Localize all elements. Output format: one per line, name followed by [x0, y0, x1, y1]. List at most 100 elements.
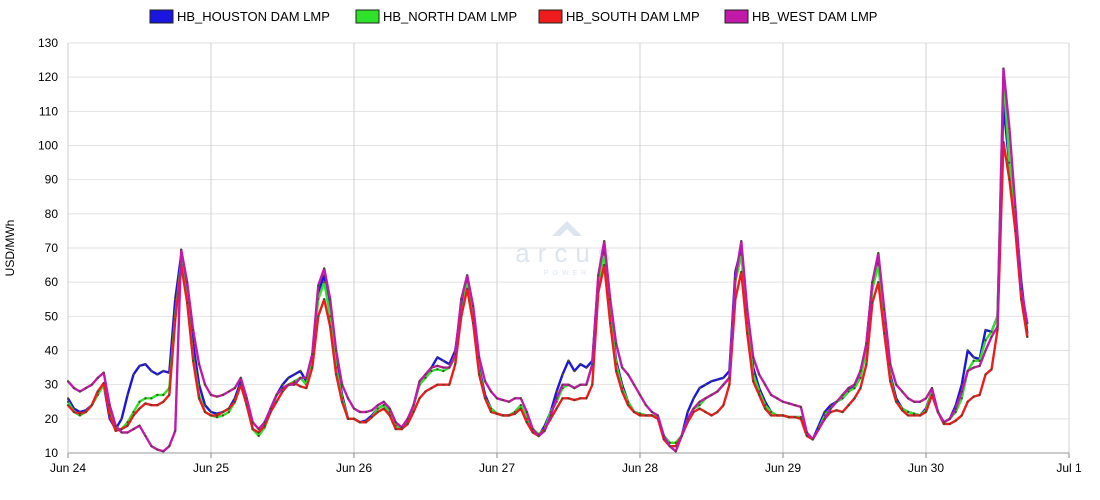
data-point: [400, 426, 403, 429]
data-point: [585, 383, 588, 386]
data-point: [203, 410, 207, 414]
data-point: [907, 397, 910, 400]
data-point: [924, 397, 928, 400]
data-point: [895, 383, 898, 386]
data-point: [877, 281, 880, 284]
legend-item[interactable]: HB_SOUTH DAM LMP: [538, 9, 700, 24]
data-point: [710, 414, 713, 417]
data-point: [281, 390, 284, 393]
data-point: [436, 364, 439, 367]
data-point: [275, 400, 278, 403]
data-point: [555, 397, 558, 400]
data-point: [120, 427, 123, 431]
series-lines: [66, 67, 1029, 453]
data-point: [227, 407, 230, 410]
data-point: [174, 429, 177, 432]
data-point: [984, 349, 987, 352]
data-point: [186, 281, 189, 284]
legend-item[interactable]: HB_WEST DAM LMP: [724, 9, 877, 24]
data-point: [841, 393, 844, 397]
y-tick-label: 60: [45, 275, 59, 289]
data-point: [114, 424, 117, 427]
data-point: [996, 325, 999, 328]
data-point: [442, 369, 445, 373]
data-point: [162, 450, 165, 453]
data-point: [555, 390, 558, 393]
data-point: [859, 386, 862, 390]
data-point: [442, 359, 445, 362]
legend-label: HB_WEST DAM LMP: [752, 9, 877, 24]
data-point: [674, 450, 677, 453]
data-point: [769, 393, 773, 397]
data-point: [323, 267, 326, 270]
data-point: [573, 386, 576, 390]
data-point: [799, 405, 802, 408]
data-point: [930, 386, 934, 390]
data-point: [394, 421, 397, 424]
data-point: [329, 315, 332, 318]
data-point: [138, 424, 141, 427]
data-point: [346, 397, 350, 400]
data-point: [144, 434, 147, 438]
data-point: [632, 410, 636, 414]
data-point: [263, 424, 266, 427]
y-tick-label: 30: [45, 378, 59, 392]
data-point: [114, 429, 117, 432]
data-point: [978, 364, 981, 367]
data-point: [710, 380, 713, 383]
data-point: [311, 352, 314, 356]
data-point: [811, 438, 814, 441]
legend-swatch: [538, 9, 563, 24]
data-point: [954, 419, 957, 422]
data-point: [793, 416, 797, 419]
data-point: [841, 410, 844, 414]
data-point: [901, 409, 904, 412]
data-point: [299, 376, 302, 379]
data-point: [72, 410, 76, 414]
data-point: [305, 386, 308, 390]
data-point: [764, 407, 767, 410]
data-point: [555, 407, 558, 410]
data-point: [966, 349, 969, 352]
data-point: [227, 410, 230, 414]
data-point: [120, 417, 123, 420]
data-point: [168, 393, 171, 397]
data-point: [495, 397, 499, 400]
data-point: [823, 417, 826, 420]
data-point: [519, 404, 522, 407]
data-point: [662, 434, 665, 438]
series-line[interactable]: [67, 67, 1029, 453]
data-point: [388, 407, 391, 410]
data-point: [132, 427, 135, 431]
data-point: [174, 298, 177, 301]
data-point: [215, 414, 219, 417]
data-point: [561, 397, 564, 400]
data-point: [698, 407, 701, 410]
data-point: [740, 270, 743, 274]
y-tick-label: 110: [39, 104, 58, 118]
data-point: [412, 404, 415, 407]
legend-swatch: [724, 9, 749, 24]
data-point: [883, 308, 886, 311]
data-point: [221, 414, 225, 417]
data-point: [972, 366, 975, 369]
legend-item[interactable]: HB_NORTH DAM LMP: [355, 9, 517, 24]
data-point: [1002, 67, 1005, 70]
legend: HB_HOUSTON DAM LMP HB_NORTH DAM LMP HB_SOU…: [149, 9, 877, 24]
data-point: [478, 373, 481, 376]
data-point: [984, 339, 987, 342]
legend-item[interactable]: HB_HOUSTON DAM LMP: [149, 9, 330, 24]
data-point: [78, 414, 82, 417]
data-point: [507, 414, 511, 417]
data-point: [972, 356, 975, 359]
legend-swatch: [355, 9, 380, 24]
data-point: [257, 434, 260, 438]
data-point: [460, 315, 463, 318]
data-point: [692, 407, 695, 410]
data-point: [460, 298, 463, 301]
data-point: [364, 421, 368, 424]
data-point: [144, 402, 147, 405]
data-point: [716, 390, 719, 393]
data-point: [698, 400, 701, 403]
data-point: [650, 410, 654, 414]
